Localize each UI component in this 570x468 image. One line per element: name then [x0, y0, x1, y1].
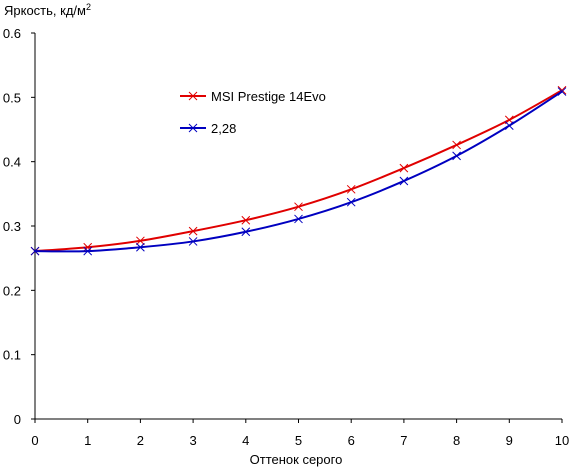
series-msi-point — [346, 184, 356, 194]
series-gamma-point — [399, 176, 409, 186]
legend-item-msi: MSI Prestige 14Evo — [180, 89, 326, 104]
y-tick-label: 0.4 — [3, 155, 21, 170]
y-tick-label: 0.1 — [3, 348, 21, 363]
series-gamma — [30, 87, 567, 256]
x-tick-label: 3 — [189, 433, 196, 448]
series-msi-point — [241, 215, 251, 225]
series-gamma-point — [557, 87, 567, 96]
x-axis-title: Оттенок серого — [250, 452, 343, 467]
x-tick-label: 10 — [555, 433, 569, 448]
x-tick-label: 5 — [295, 433, 302, 448]
series-gamma-point — [346, 197, 356, 207]
series-gamma-point — [241, 227, 251, 237]
x-tick-label: 0 — [31, 433, 38, 448]
series-gamma-point — [504, 121, 514, 130]
series-msi — [30, 85, 567, 256]
y-axis-title-text: Яркость, кд/м — [4, 3, 86, 18]
series-gamma-line — [34, 90, 563, 253]
legend-marker — [188, 123, 198, 133]
series-msi-point — [188, 226, 198, 236]
y-axis-title: Яркость, кд/м2 — [4, 2, 91, 18]
series-gamma-point — [294, 214, 303, 224]
series-msi-point — [452, 140, 461, 150]
y-tick-label: 0 — [14, 412, 21, 427]
x-tick-label: 9 — [506, 433, 513, 448]
x-tick-label: 1 — [84, 433, 91, 448]
legend-label: MSI Prestige 14Evo — [211, 89, 326, 104]
series-msi-point — [136, 236, 145, 246]
series-gamma-point — [30, 246, 40, 256]
legend-label: 2,28 — [211, 121, 236, 136]
y-tick-label: 0.3 — [3, 219, 21, 234]
x-tick-label: 7 — [400, 433, 407, 448]
series-msi-point — [83, 242, 93, 252]
series-gamma-point — [452, 151, 461, 161]
y-axis-title-superscript: 2 — [86, 2, 91, 12]
series-msi-point — [399, 163, 409, 173]
y-tick-label: 0.2 — [3, 283, 21, 298]
y-tick-label: 0.5 — [3, 90, 21, 105]
legend-marker — [188, 91, 198, 101]
series-msi-line — [34, 89, 563, 253]
series-gamma-point — [136, 242, 145, 252]
series-layer — [30, 85, 567, 256]
x-axis-ticks: 0 1 2 3 4 5 6 7 8 9 10 — [31, 419, 569, 448]
series-gamma-point — [188, 237, 198, 246]
y-tick-label: 0.6 — [3, 26, 21, 41]
legend: MSI Prestige 14Evo 2,28 — [180, 89, 326, 136]
x-tick-label: 6 — [348, 433, 355, 448]
series-gamma-point — [83, 246, 93, 256]
series-msi-point — [294, 202, 303, 212]
legend-item-gamma: 2,28 — [180, 121, 236, 136]
x-tick-label: 4 — [242, 433, 249, 448]
x-tick-label: 2 — [137, 433, 144, 448]
y-axis-ticks: 0 0.1 0.2 0.3 0.4 0.5 0.6 — [3, 26, 35, 427]
x-tick-label: 8 — [453, 433, 460, 448]
